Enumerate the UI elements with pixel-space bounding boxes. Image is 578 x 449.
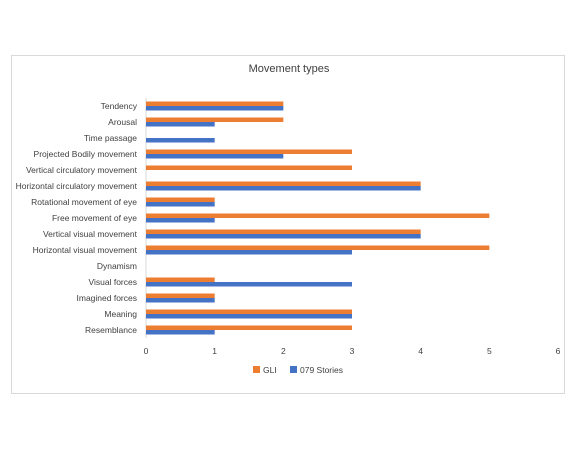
category-label: Free movement of eye	[52, 213, 137, 223]
bar-079-stories	[146, 106, 284, 111]
x-tick-label: 1	[212, 346, 217, 356]
category-label: Vertical circulatory movement	[26, 165, 138, 175]
category-label: Arousal	[108, 117, 137, 127]
legend: GLI 079 Stories	[253, 365, 343, 375]
bar-chart: Movement types Tendency Arousal Time passa…	[16, 63, 561, 375]
bar-gli	[146, 101, 284, 106]
category-label: Resemblance	[85, 325, 137, 335]
x-tick-label: 2	[281, 346, 286, 356]
category-label: Imagined forces	[77, 293, 137, 303]
x-tick-label: 3	[350, 346, 355, 356]
chart-frame: Movement types Tendency Arousal Time passa…	[11, 55, 565, 394]
bar-gli	[146, 309, 352, 314]
category-label: Horizontal circulatory movement	[16, 181, 138, 191]
bar-gli	[146, 197, 215, 202]
category-label: Dynamism	[97, 261, 137, 271]
bar-gli	[146, 325, 352, 330]
bar-079-stories	[146, 186, 421, 191]
bar-079-stories	[146, 282, 352, 287]
category-label: Tendency	[101, 101, 138, 111]
category-label: Projected Bodily movement	[34, 149, 138, 159]
category-label: Time passage	[84, 133, 137, 143]
bar-079-stories	[146, 154, 284, 159]
bar-079-stories	[146, 298, 215, 303]
bar-gli	[146, 245, 490, 250]
bar-079-stories	[146, 138, 215, 143]
bar-gli	[146, 165, 352, 170]
bar-gli	[146, 149, 352, 154]
x-tick-label: 4	[418, 346, 423, 356]
legend-swatch	[290, 366, 297, 373]
chart-title: Movement types	[249, 63, 330, 75]
bar-079-stories	[146, 250, 352, 255]
bar-079-stories	[146, 314, 352, 319]
bar-gli	[146, 293, 215, 298]
legend-entry-label: 079 Stories	[300, 365, 343, 375]
bar-gli	[146, 213, 490, 218]
x-tick-label: 5	[487, 346, 492, 356]
category-label: Meaning	[104, 309, 137, 319]
legend-swatch	[253, 366, 260, 373]
category-label: Rotational movement of eye	[31, 197, 137, 207]
plot-area: Tendency Arousal Time passage Projected Bod…	[16, 98, 561, 356]
category-label: Horizontal visual movement	[33, 245, 138, 255]
legend-entry-label: GLI	[263, 365, 277, 375]
bar-gli	[146, 181, 421, 186]
bar-gli	[146, 229, 421, 234]
bar-gli	[146, 117, 284, 122]
category-label: Visual forces	[88, 277, 137, 287]
x-tick-label: 0	[144, 346, 149, 356]
bar-079-stories	[146, 202, 215, 207]
bar-079-stories	[146, 330, 215, 335]
bar-079-stories	[146, 234, 421, 239]
bar-079-stories	[146, 122, 215, 127]
category-label: Vertical visual movement	[43, 229, 138, 239]
bar-079-stories	[146, 218, 215, 223]
x-tick-label: 6	[556, 346, 561, 356]
bar-gli	[146, 277, 215, 282]
